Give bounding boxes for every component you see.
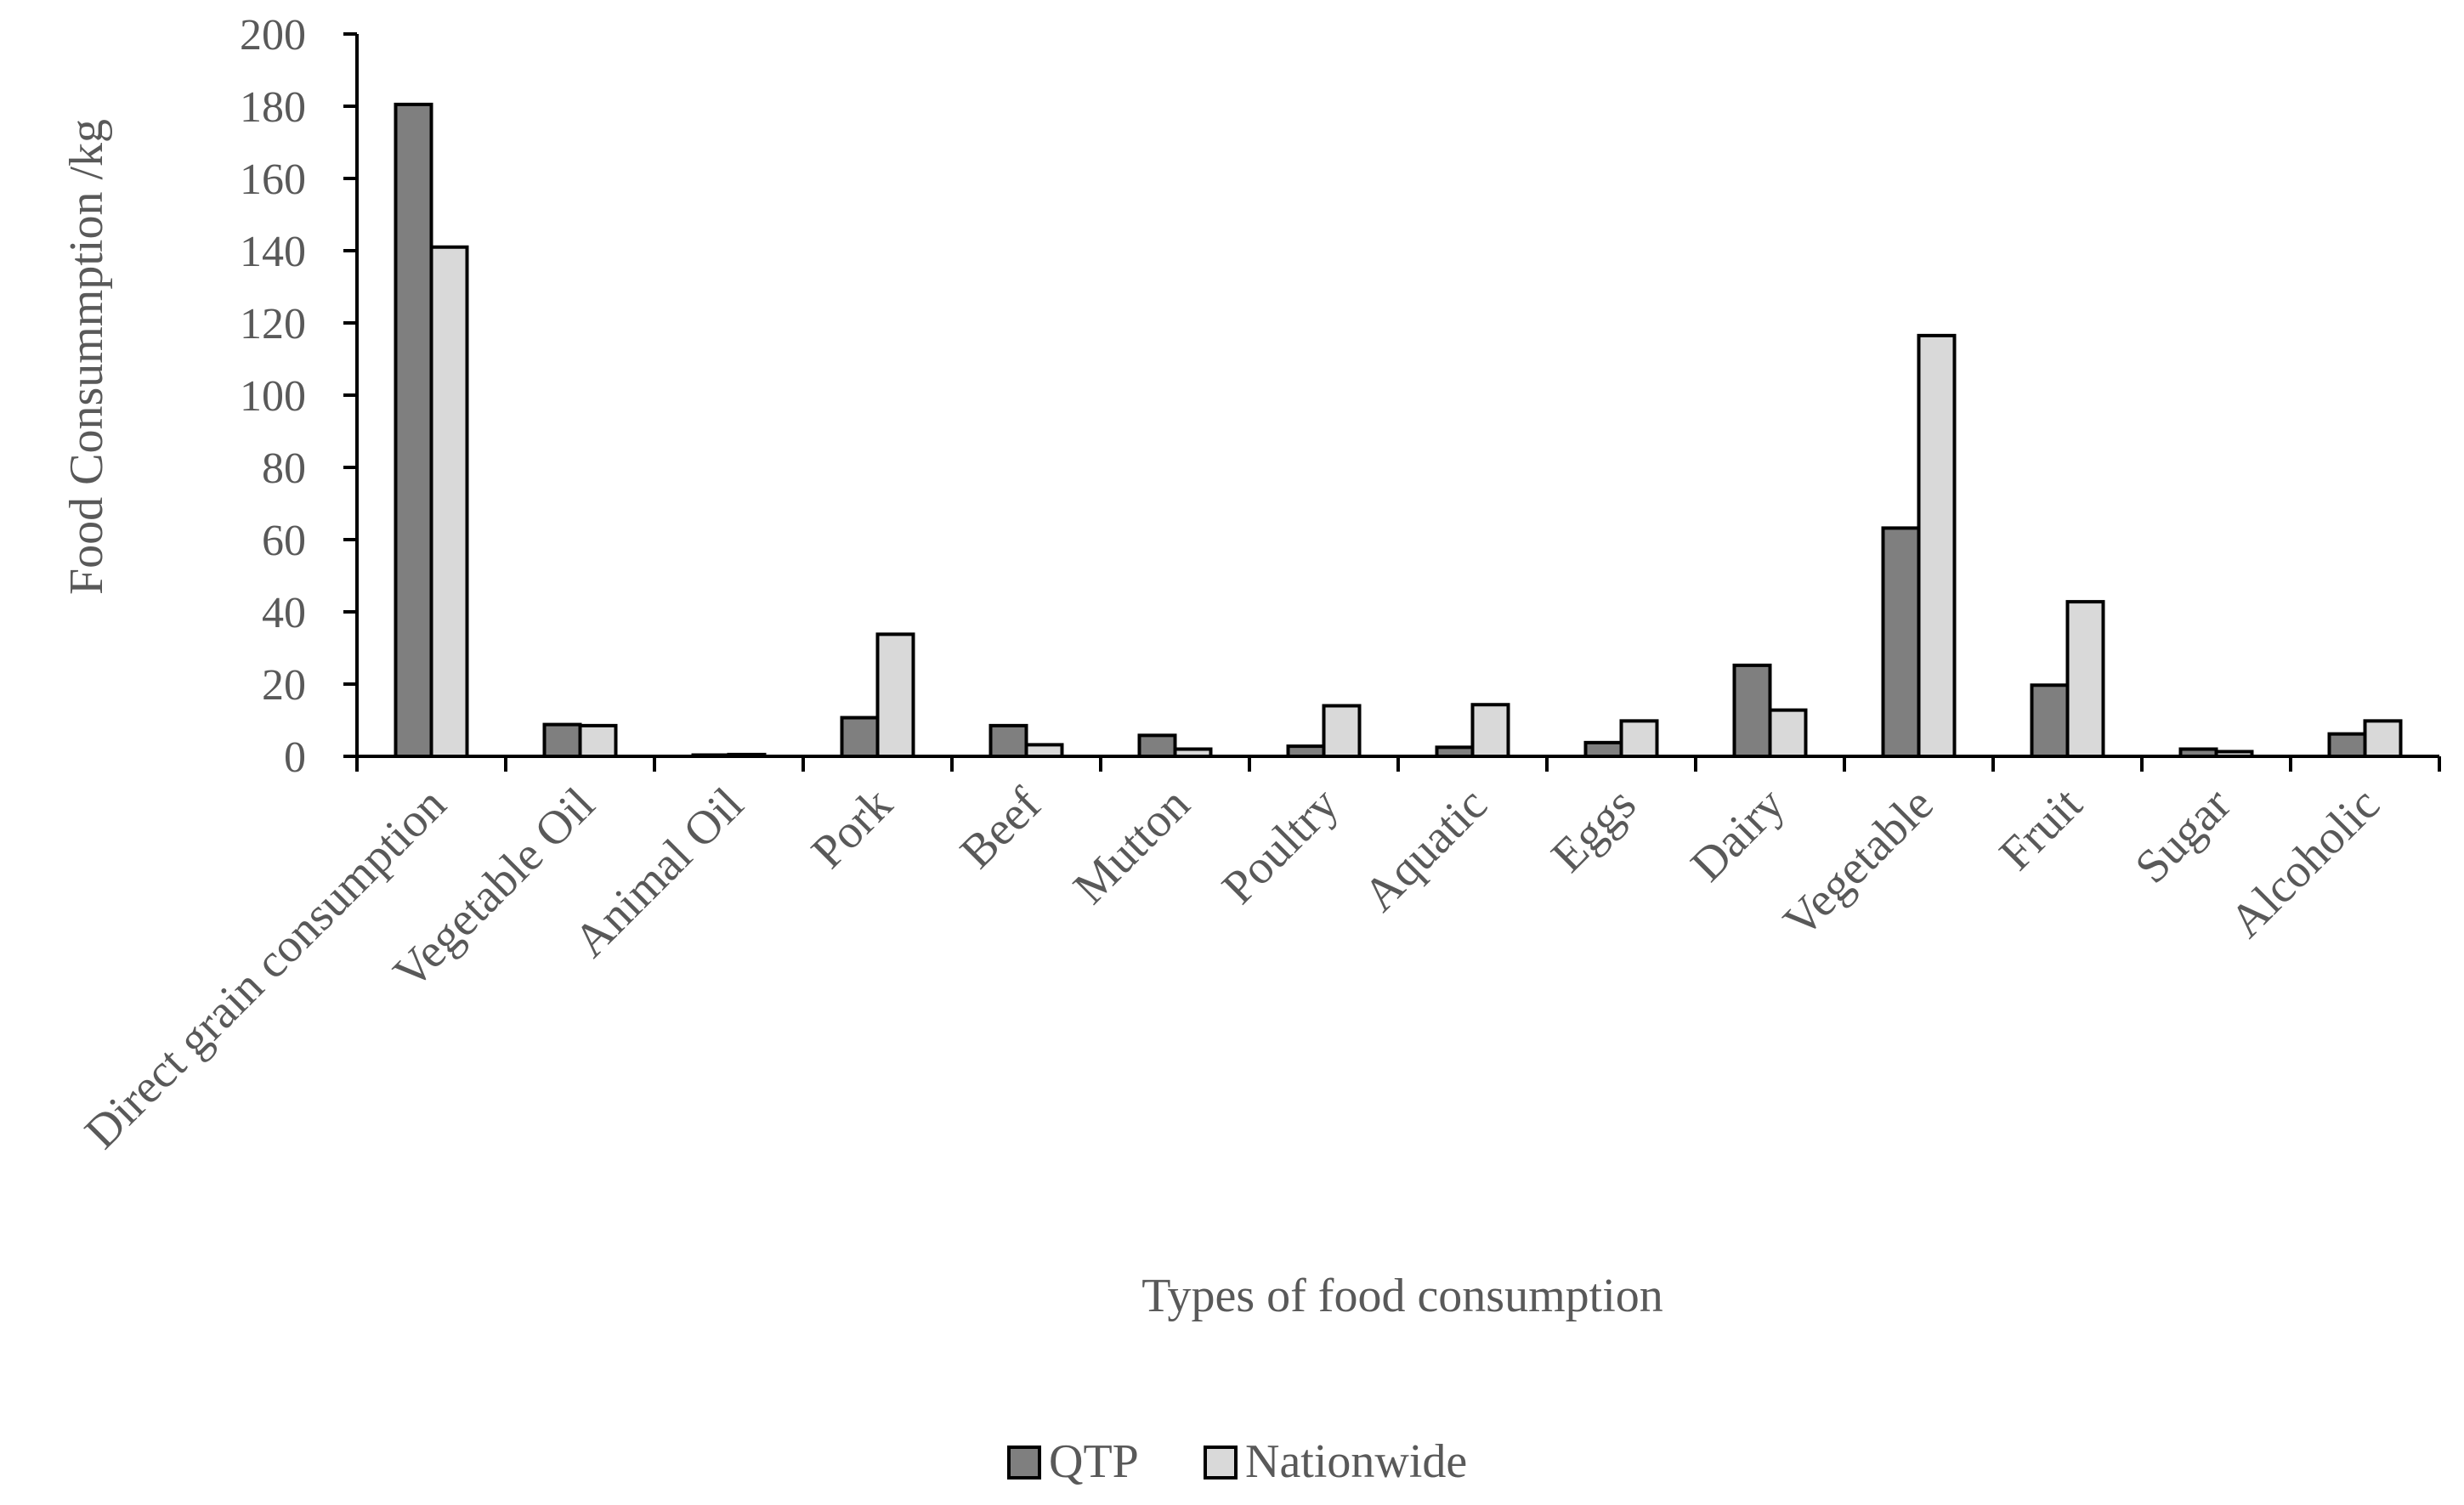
x-category-label: Aquatic	[1353, 778, 1497, 921]
x-category-label: Mutton	[1063, 778, 1199, 914]
bar-qtp-direct-grain-consumption	[394, 102, 433, 758]
x-category-label: Eggs	[1542, 778, 1646, 882]
legend-label-nationwide: Nationwide	[1245, 1435, 1467, 1488]
x-category-label: Beef	[950, 778, 1051, 879]
bar-qtp-fruit	[2030, 683, 2070, 759]
y-tick-label: 80	[262, 444, 306, 493]
legend: QTP Nationwide	[1007, 1435, 1467, 1488]
x-axis-title: Types of food consumption	[1141, 1270, 1663, 1322]
bar-qtp-alcoholic	[2327, 732, 2367, 759]
y-tick-label: 60	[262, 517, 306, 565]
bar-nationwide-aquatic	[1470, 703, 1510, 758]
legend-label-qtp: QTP	[1049, 1435, 1139, 1488]
bar-nationwide-poultry	[1322, 704, 1362, 758]
x-category-label: Sugar	[2125, 778, 2240, 893]
legend-swatch-nationwide	[1204, 1446, 1238, 1480]
y-tick-label: 180	[240, 83, 306, 132]
bar-qtp-dairy	[1732, 663, 1772, 759]
bar-qtp-beef	[988, 723, 1028, 758]
y-tick-label: 20	[262, 661, 306, 710]
y-tick-label: 40	[262, 589, 306, 637]
x-category-label: Poultry	[1212, 778, 1348, 914]
bar-nationwide-alcoholic	[2363, 719, 2403, 758]
bar-qtp-vegetable	[1881, 526, 1921, 759]
bar-nationwide-beef	[1024, 743, 1064, 759]
x-category-label: Alcoholic	[2220, 778, 2390, 948]
bar-nationwide-vegetable	[1917, 333, 1957, 758]
bar-nationwide-eggs	[1619, 719, 1659, 758]
bar-nationwide-pork	[875, 632, 915, 758]
bar-nationwide-vegetable-oil	[578, 723, 618, 758]
bar-nationwide-dairy	[1768, 708, 1808, 758]
x-category-label: Dairy	[1681, 778, 1795, 891]
y-tick-label: 0	[284, 733, 306, 782]
bar-nationwide-fruit	[2065, 600, 2105, 758]
y-tick-label: 120	[240, 300, 306, 348]
y-tick-label: 140	[240, 228, 306, 276]
legend-swatch-qtp	[1007, 1446, 1041, 1480]
bar-qtp-mutton	[1137, 733, 1177, 758]
x-category-label: Fruit	[1990, 778, 2093, 880]
x-category-label: Vegetable	[1774, 778, 1944, 948]
bar-nationwide-direct-grain-consumption	[429, 245, 469, 758]
y-tick-label: 200	[240, 11, 306, 59]
y-tick-label: 100	[240, 372, 306, 421]
x-axis-ticks	[355, 756, 2441, 772]
bars	[394, 102, 2403, 759]
y-axis-ticks: 0 20 40 60 80 100 120 140 160 180 200	[240, 11, 357, 782]
y-tick-label: 160	[240, 156, 306, 204]
y-axis-title: Food Consummption /kg	[60, 119, 113, 595]
x-category-label: Pork	[802, 778, 903, 879]
bar-qtp-vegetable-oil	[542, 722, 582, 758]
bar-qtp-eggs	[1583, 740, 1623, 758]
bar-qtp-pork	[840, 716, 880, 759]
